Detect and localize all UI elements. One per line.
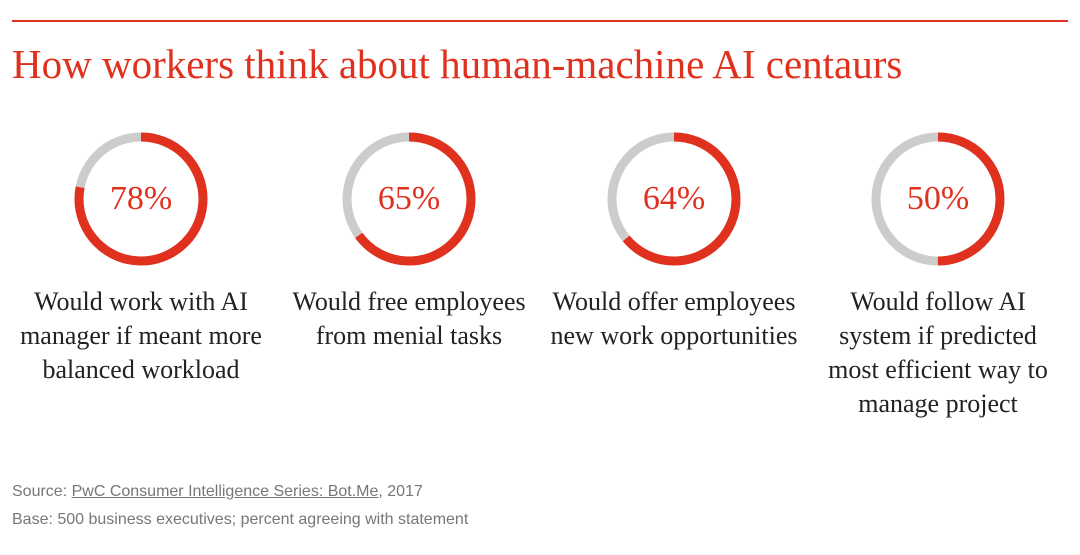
source-link: PwC Consumer Intelligence Series: Bot.Me <box>71 483 379 500</box>
gauge-arc <box>74 132 208 266</box>
gauge-arc <box>607 132 741 266</box>
gauge-label: Would work with AI manager if meant more… <box>20 287 262 384</box>
chart-title: How workers think about human-machine AI… <box>12 41 903 87</box>
gauge-value-label: 50% <box>907 180 969 217</box>
gauge-label: Would free employees from menial tasks <box>292 287 526 350</box>
gauge-value-label: 78% <box>110 180 172 217</box>
gauge-label: Would follow AI system if predicted most… <box>828 287 1048 418</box>
source: Source: PwC Consumer Intelligence Series… <box>12 483 423 501</box>
source-suffix: , 2017 <box>378 483 423 500</box>
gauge-label: Would offer employees new work opportuni… <box>550 287 798 350</box>
base-note: Base: 500 business executives; percent a… <box>12 511 469 528</box>
gauge-arc <box>342 132 476 266</box>
gauge-arc <box>871 132 1005 266</box>
source-prefix: Source: <box>12 483 68 500</box>
gauge-value-label: 64% <box>643 180 705 217</box>
gauge-value-label: 65% <box>378 180 440 217</box>
top-rule <box>12 20 1068 22</box>
